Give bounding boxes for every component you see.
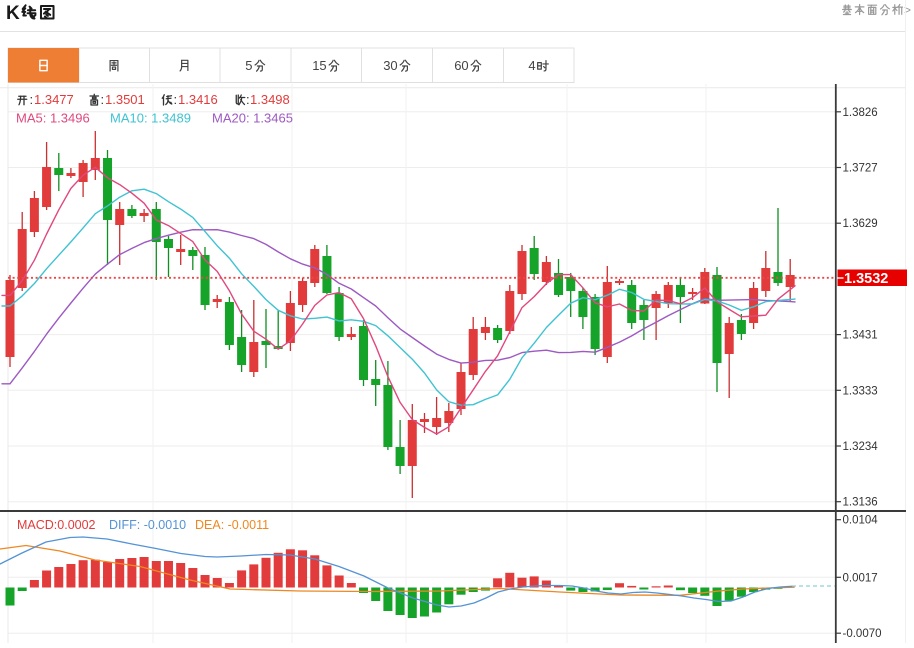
svg-text:1.3431: 1.3431 — [843, 330, 878, 342]
svg-text:1.3498: 1.3498 — [250, 92, 290, 107]
svg-text:60: 60 — [454, 58, 468, 73]
svg-text:1.3826: 1.3826 — [843, 107, 878, 119]
svg-text:1.3727: 1.3727 — [843, 163, 878, 175]
svg-text:1.3629: 1.3629 — [843, 218, 878, 230]
svg-text:1.3333: 1.3333 — [843, 385, 878, 397]
svg-text:MA5: 1.3496: MA5: 1.3496 — [16, 111, 90, 126]
svg-text:1.3532: 1.3532 — [844, 271, 888, 287]
svg-text:15: 15 — [312, 58, 326, 73]
svg-text:1.3477: 1.3477 — [34, 92, 74, 107]
svg-text:DEA: -0.0011: DEA: -0.0011 — [195, 518, 269, 532]
svg-text:30: 30 — [383, 58, 397, 73]
svg-text:MA20: 1.3465: MA20: 1.3465 — [212, 111, 293, 126]
svg-text:1.3501: 1.3501 — [105, 92, 145, 107]
svg-text:0.0104: 0.0104 — [843, 515, 879, 527]
svg-text:0.0017: 0.0017 — [843, 572, 878, 584]
svg-text:4: 4 — [528, 58, 535, 73]
svg-text:DIFF: -0.0010: DIFF: -0.0010 — [109, 518, 186, 532]
svg-text:MA10: 1.3489: MA10: 1.3489 — [110, 111, 191, 126]
svg-text:MACD:0.0002: MACD:0.0002 — [17, 518, 96, 532]
svg-text:K: K — [6, 3, 20, 24]
svg-text::: : — [174, 92, 178, 107]
svg-text:1.3234: 1.3234 — [843, 441, 879, 453]
svg-text:>: > — [904, 3, 911, 17]
svg-text::: : — [30, 92, 34, 107]
svg-text:1.3416: 1.3416 — [178, 92, 218, 107]
svg-text::: : — [101, 92, 105, 107]
svg-text:5: 5 — [245, 58, 252, 73]
svg-text:1.3136: 1.3136 — [843, 497, 878, 509]
svg-text::: : — [246, 92, 250, 107]
svg-text:-0.0070: -0.0070 — [843, 628, 882, 640]
